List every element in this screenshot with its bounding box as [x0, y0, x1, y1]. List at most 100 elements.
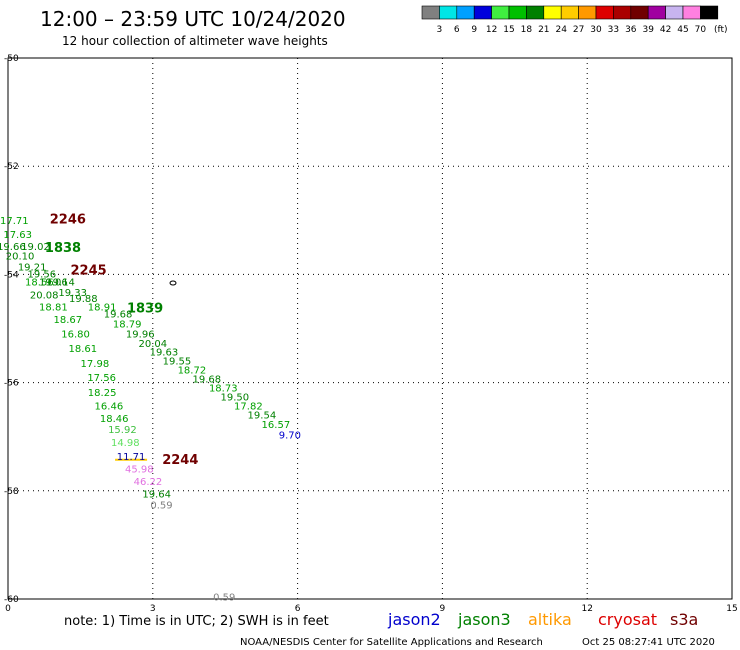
- y-tick-label: -56: [4, 379, 19, 389]
- wave-height-value: 19.63: [150, 347, 179, 358]
- wave-height-value: 18.79: [113, 320, 142, 331]
- satellite-s3a: s3a: [670, 610, 698, 629]
- wave-height-value: 17.56: [87, 373, 116, 384]
- wave-height-value: 11.71: [117, 452, 146, 463]
- footer-timestamp: Oct 25 08:27:41 UTC 2020: [582, 637, 715, 648]
- legend-label: 36: [625, 25, 637, 35]
- wave-height-value: 19.06: [39, 277, 68, 288]
- legend-label: 42: [660, 25, 671, 35]
- y-tick-label: -50: [4, 54, 19, 64]
- wave-height-value: 19.33: [58, 288, 87, 299]
- wave-height-value: 17.63: [3, 230, 32, 241]
- legend-swatch: [543, 5, 562, 20]
- pass-time-label: 2244: [162, 453, 198, 468]
- wave-height-value: 19.56: [27, 269, 56, 280]
- wave-height-value: 18.25: [88, 388, 117, 399]
- satellite-altika: altika: [528, 610, 572, 629]
- wave-height-value: 9.70: [279, 431, 301, 442]
- legend-swatch: [491, 5, 510, 20]
- wave-height-value: 0.59: [150, 500, 172, 511]
- pass-time-label: 1838: [45, 241, 81, 256]
- axis-ticks: 0 3 6 9 12 15 -50 -52 -54 -56 -58 -60: [4, 54, 738, 614]
- wave-height-value: 18.81: [39, 302, 68, 313]
- wave-height-value: 0.59: [213, 592, 235, 603]
- wave-height-value: 20.08: [30, 290, 59, 301]
- wave-height-value: 19.68: [104, 309, 133, 320]
- legend-swatch: [647, 5, 666, 20]
- legend-swatch: [508, 5, 527, 20]
- legend-swatch: [526, 5, 545, 20]
- legend-swatch: [473, 5, 492, 20]
- y-tick-label: -58: [4, 487, 19, 497]
- legend-swatch: [595, 5, 614, 20]
- legend-swatch: [578, 5, 597, 20]
- legend-swatch: [421, 5, 440, 20]
- legend-label: 6: [454, 25, 460, 35]
- legend-label: 9: [471, 25, 477, 35]
- wave-height-value: 20.04: [138, 339, 167, 350]
- y-tick-label: -52: [4, 162, 19, 172]
- wave-height-value: 19.66: [0, 242, 26, 253]
- wave-height-value: 18.56: [25, 277, 54, 288]
- legend-label: 30: [590, 25, 602, 35]
- wave-height-value: 17.82: [234, 401, 263, 412]
- y-tick-label: -60: [4, 595, 19, 605]
- legend-swatch: [439, 5, 458, 20]
- x-tick-label: 3: [150, 604, 156, 614]
- map-frame: [7, 57, 733, 600]
- legend-swatch: [456, 5, 475, 20]
- island-outline: [169, 280, 177, 286]
- legend-label: 33: [608, 25, 619, 35]
- legend-swatch: [700, 5, 719, 20]
- wave-height-value: 19.54: [248, 411, 277, 422]
- pass-time-label: 1839: [127, 301, 163, 316]
- wave-height-value: 17.98: [81, 359, 110, 370]
- pass-time-label: 2245: [71, 264, 107, 279]
- legend-label: 45: [677, 25, 688, 35]
- wave-height-value: 14.98: [111, 438, 140, 449]
- wave-height-value: 19.14: [46, 277, 75, 288]
- legend-label: 21: [538, 25, 549, 35]
- legend-swatch: [560, 5, 579, 20]
- wave-height-value: 15.92: [108, 425, 137, 436]
- legend-label: 39: [642, 25, 654, 35]
- legend-label: 18: [521, 25, 533, 35]
- pass-time-label: 2246: [50, 213, 86, 228]
- wave-height-value: 18.73: [209, 384, 238, 395]
- legend-label: 24: [555, 25, 567, 35]
- wave-height-value: 19.55: [163, 356, 192, 367]
- wave-height-value: 19.50: [221, 393, 250, 404]
- footer-credit: NOAA/NESDIS Center for Satellite Applica…: [240, 637, 543, 648]
- legend-swatch: [682, 5, 701, 20]
- wave-height-value: 20.10: [6, 252, 35, 263]
- legend-label: 3: [437, 25, 443, 35]
- wave-observations: 17.71 17.6319.6619.0220.1019.2119.5618.56…: [0, 216, 301, 604]
- wave-height-value: 18.46: [100, 414, 129, 425]
- wave-height-value: 19.96: [126, 329, 155, 340]
- wave-height-value: 18.91: [88, 302, 117, 313]
- satellite-jason2: jason2: [387, 610, 441, 629]
- satellite-legend: jason2 jason3 altika cryosat s3a: [387, 610, 698, 629]
- map-subtitle: 12 hour collection of altimeter wave hei…: [62, 34, 328, 48]
- x-tick-label: 9: [440, 604, 446, 614]
- satellite-jason3: jason3: [457, 610, 511, 629]
- wave-height-value: 45.98: [125, 465, 154, 476]
- footer-note: note: 1) Time is in UTC; 2) SWH is in fe…: [64, 614, 329, 629]
- legend-swatch: [613, 5, 632, 20]
- wave-height-value: 17.71: [0, 216, 29, 227]
- x-tick-label: 0: [5, 604, 11, 614]
- wave-height-value: 16.80: [61, 329, 90, 340]
- legend-swatch: [665, 5, 684, 20]
- wave-height-value: 19.68: [193, 374, 222, 385]
- wave-height-value: 18.61: [68, 344, 97, 355]
- map-title: 12:00 – 23:59 UTC 10/24/2020: [40, 7, 346, 31]
- x-tick-label: 15: [726, 604, 737, 614]
- wave-height-value: 16.46: [95, 401, 124, 412]
- wave-height-value: 19.21: [18, 262, 47, 273]
- wave-height-value: 16.57: [262, 420, 291, 431]
- wave-height-legend: 3 6 9 12 15 18 21 24 27 30 33 36 39 42 45 70: [421, 5, 719, 35]
- wave-height-value: 18.67: [54, 315, 83, 326]
- legend-label: 15: [503, 25, 514, 35]
- x-tick-label: 6: [295, 604, 301, 614]
